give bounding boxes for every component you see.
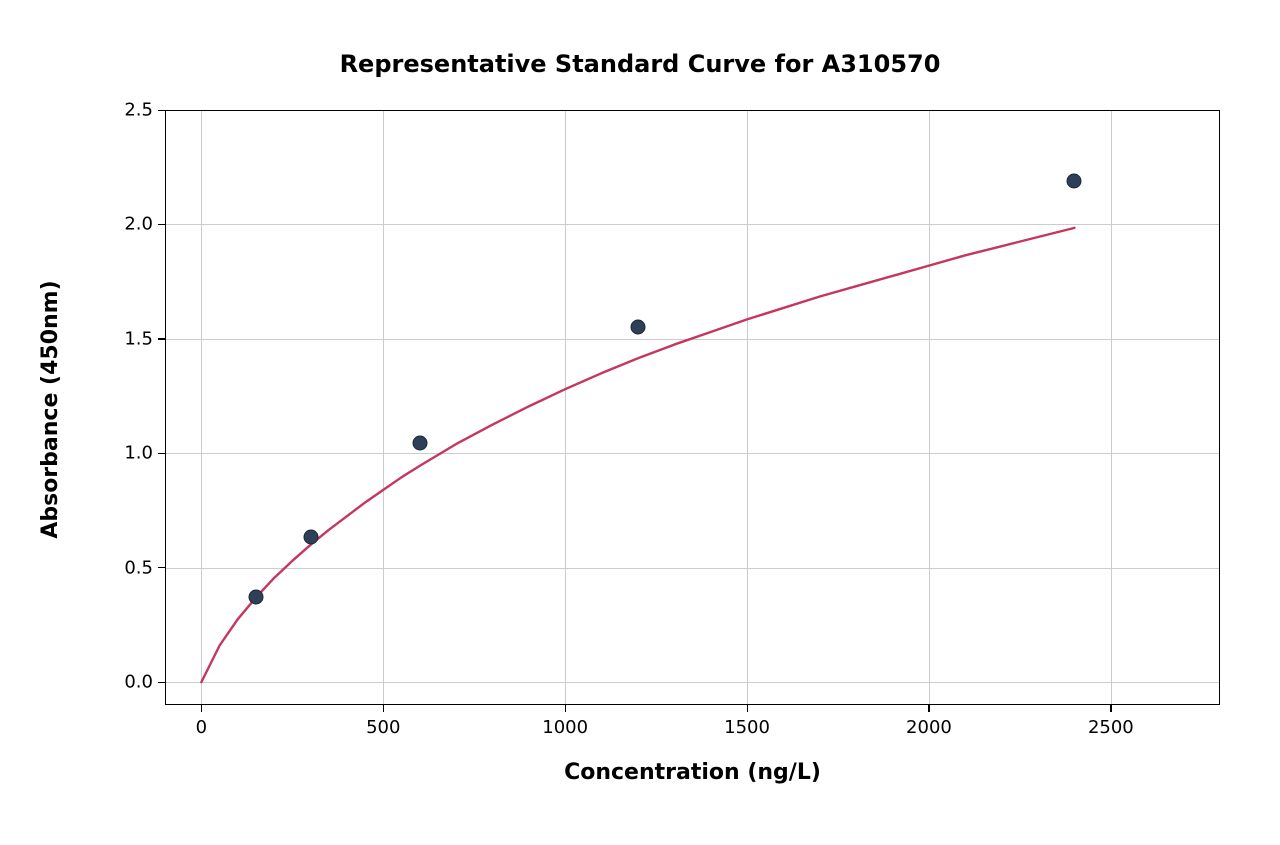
x-tick-label: 1000: [542, 717, 588, 738]
x-tick-label: 2000: [906, 717, 952, 738]
chart-title: Representative Standard Curve for A31057…: [0, 50, 1280, 78]
x-axis-label: Concentration (ng/L): [165, 760, 1220, 785]
y-tick-mark: [158, 567, 165, 568]
y-tick-mark: [158, 224, 165, 225]
data-point: [630, 320, 645, 335]
x-tick-mark: [565, 705, 566, 712]
y-tick-mark: [158, 338, 165, 339]
x-tick-label: 500: [366, 717, 400, 738]
data-point: [303, 529, 318, 544]
x-tick-mark: [383, 705, 384, 712]
x-tick-mark: [747, 705, 748, 712]
y-tick-mark: [158, 453, 165, 454]
plot-area: [165, 110, 1220, 705]
x-tick-label: 1500: [724, 717, 770, 738]
data-point: [412, 435, 427, 450]
y-tick-label: 1.5: [115, 328, 153, 349]
y-tick-label: 2.0: [115, 214, 153, 235]
x-tick-mark: [201, 705, 202, 712]
y-tick-mark: [158, 110, 165, 111]
x-tick-mark: [1110, 705, 1111, 712]
y-axis-label: Absorbance (450nm): [38, 112, 63, 707]
x-tick-label: 0: [196, 717, 207, 738]
y-tick-label: 0.0: [115, 672, 153, 693]
data-point: [248, 590, 263, 605]
y-tick-label: 0.5: [115, 557, 153, 578]
x-tick-mark: [928, 705, 929, 712]
data-point: [1067, 173, 1082, 188]
y-tick-label: 1.0: [115, 443, 153, 464]
chart-container: Representative Standard Curve for A31057…: [0, 0, 1280, 845]
x-tick-label: 2500: [1088, 717, 1134, 738]
fit-curve: [165, 110, 1220, 705]
y-tick-mark: [158, 682, 165, 683]
y-tick-label: 2.5: [115, 100, 153, 121]
